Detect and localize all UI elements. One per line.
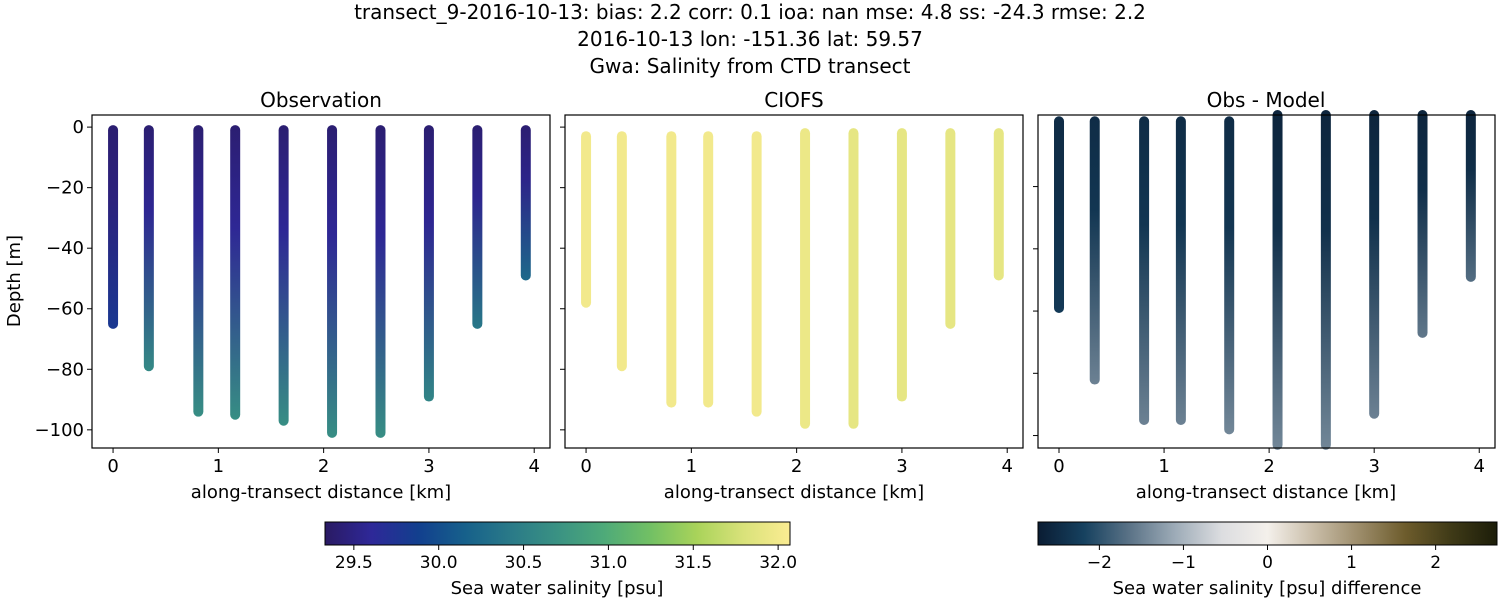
colorbar-difference-label: Sea water salinity [psu] difference <box>1113 578 1422 599</box>
svg-text:3: 3 <box>1368 456 1379 477</box>
panel-ciofs: CIOFS 0 1 2 3 4 along-transect distance [km] <box>560 88 1024 503</box>
figure-title-line-2: 2016-10-13 lon: -151.36 lat: 59.57 <box>577 27 923 51</box>
station-profile <box>581 131 592 308</box>
station-profile <box>1369 110 1380 419</box>
station-profile <box>193 125 204 417</box>
svg-text:30.0: 30.0 <box>420 553 458 573</box>
observation-xlabel: along-transect distance [km] <box>191 482 451 503</box>
panel-title-obs-minus-model: Obs - Model <box>1207 88 1326 112</box>
colorbar-difference-gradient <box>1037 521 1498 546</box>
station-profile <box>616 131 627 372</box>
station-profile <box>896 128 907 402</box>
difference-xlabel: along-transect distance [km] <box>1136 482 1396 503</box>
observation-station-profiles <box>108 125 531 438</box>
difference-axes-frame <box>1037 114 1496 449</box>
svg-text:2: 2 <box>318 456 329 477</box>
svg-text:2: 2 <box>791 456 802 477</box>
figure-title-line-3: Gwa: Salinity from CTD transect <box>589 54 911 78</box>
svg-text:30.5: 30.5 <box>505 553 543 573</box>
svg-text:0: 0 <box>1053 456 1064 477</box>
svg-text:−80: −80 <box>46 359 84 380</box>
station-profile <box>327 125 338 438</box>
svg-text:0: 0 <box>1262 553 1273 573</box>
panel-title-observation: Observation <box>260 88 382 112</box>
svg-text:−20: −20 <box>46 178 84 199</box>
ciofs-y-ticks <box>560 126 565 431</box>
svg-text:−60: −60 <box>46 299 84 320</box>
station-profile <box>108 125 119 329</box>
svg-text:4: 4 <box>1001 456 1012 477</box>
station-profile <box>1089 116 1100 385</box>
colorbar-difference: −2 −1 0 1 2 Sea water salinity [psu] differe… <box>1037 521 1498 599</box>
svg-text:1: 1 <box>686 456 697 477</box>
station-profile <box>230 125 241 420</box>
colorbar-salinity-gradient <box>324 521 791 546</box>
svg-text:2: 2 <box>1263 456 1274 477</box>
difference-y-ticks <box>1033 186 1038 437</box>
ciofs-xlabel: along-transect distance [km] <box>664 482 924 503</box>
svg-text:−1: −1 <box>1171 553 1196 573</box>
svg-text:1: 1 <box>1346 553 1357 573</box>
svg-text:0: 0 <box>580 456 591 477</box>
station-profile <box>423 125 434 402</box>
station-profile <box>848 128 859 429</box>
station-profile <box>1054 116 1065 313</box>
station-profile <box>143 125 154 372</box>
station-profile <box>945 128 956 329</box>
svg-text:4: 4 <box>528 456 539 477</box>
figure-title-line-1: transect_9-2016-10-13: bias: 2.2 corr: 0… <box>354 0 1146 24</box>
svg-text:31.5: 31.5 <box>674 553 712 573</box>
svg-text:3: 3 <box>896 456 907 477</box>
station-profile <box>1139 116 1150 425</box>
svg-text:2: 2 <box>1430 553 1441 573</box>
svg-text:3: 3 <box>423 456 434 477</box>
svg-text:0: 0 <box>73 117 84 138</box>
observation-axes-frame <box>91 114 551 449</box>
difference-station-profiles <box>1054 110 1476 450</box>
observation-ylabel: Depth [m] <box>4 235 25 327</box>
observation-y-ticks: 0 −20 −40 −60 −80 −100 <box>35 117 92 441</box>
station-profile <box>666 131 677 408</box>
station-profile <box>520 125 531 281</box>
svg-text:0: 0 <box>107 456 118 477</box>
svg-text:29.5: 29.5 <box>335 553 373 573</box>
station-profile <box>800 128 811 429</box>
svg-text:−2: −2 <box>1087 553 1112 573</box>
svg-text:31.0: 31.0 <box>589 553 627 573</box>
ciofs-axes-frame <box>564 114 1024 449</box>
station-profile <box>993 128 1004 281</box>
station-profile <box>1465 110 1476 282</box>
svg-text:32.0: 32.0 <box>759 553 797 573</box>
observation-x-ticks: 0 1 2 3 4 <box>107 448 540 477</box>
station-profile <box>375 125 386 438</box>
panel-observation: Observation 0 1 2 3 4 0 −20 −40 −60 −80 −100 alon… <box>4 88 551 503</box>
station-profile <box>703 131 714 408</box>
station-profile <box>751 131 762 417</box>
difference-x-ticks: 0 1 2 3 4 <box>1053 448 1485 477</box>
svg-text:−40: −40 <box>46 238 84 259</box>
station-profile <box>1224 116 1235 435</box>
ciofs-station-profiles <box>581 128 1004 429</box>
svg-text:1: 1 <box>1158 456 1169 477</box>
colorbar-salinity: 29.5 30.0 30.5 31.0 31.5 32.0 Sea water salin… <box>324 521 797 599</box>
station-profile <box>1272 110 1283 450</box>
colorbar-salinity-label: Sea water salinity [psu] <box>451 578 664 599</box>
station-profile <box>472 125 483 329</box>
station-profile <box>1175 116 1186 425</box>
station-profile <box>278 125 289 426</box>
station-profile <box>1320 110 1331 450</box>
colorbar-difference-ticks: −2 −1 0 1 2 <box>1087 545 1441 573</box>
station-profile <box>1417 110 1428 338</box>
svg-text:1: 1 <box>213 456 224 477</box>
ciofs-x-ticks: 0 1 2 3 4 <box>580 448 1013 477</box>
colorbar-salinity-ticks: 29.5 30.0 30.5 31.0 31.5 32.0 <box>335 545 797 573</box>
panel-title-ciofs: CIOFS <box>764 88 823 112</box>
svg-text:−100: −100 <box>35 420 84 441</box>
panel-obs-minus-model: Obs - Model 0 1 2 3 4 along-transect distanc… <box>1033 88 1496 503</box>
svg-text:4: 4 <box>1474 456 1485 477</box>
